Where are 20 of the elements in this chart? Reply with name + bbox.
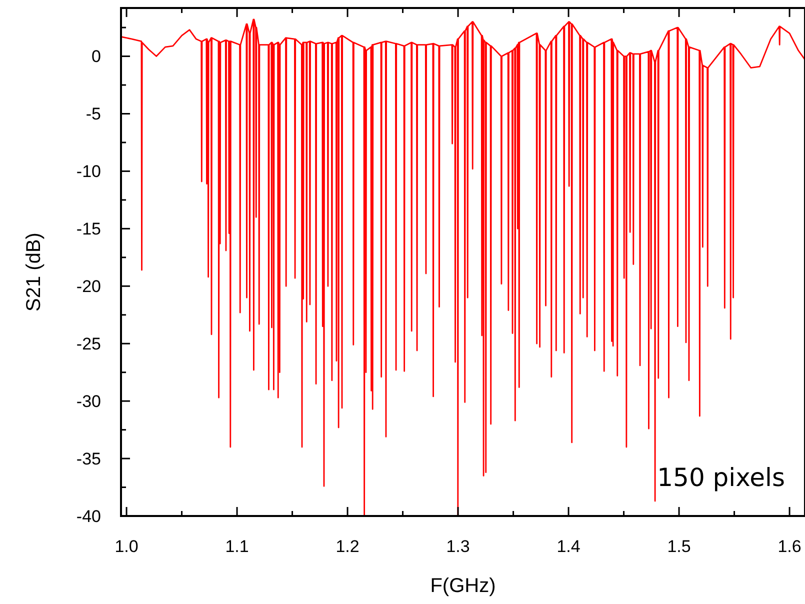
y-tick-label: -30 (76, 392, 101, 412)
x-axis-title: F(GHz) (430, 575, 496, 597)
line-series (121, 18, 805, 516)
y-axis-title: S21 (dB) (23, 232, 45, 312)
x-tick-label: 1.6 (778, 537, 802, 556)
x-tick-label: 1.2 (336, 537, 360, 556)
y-tick-label: -25 (76, 334, 101, 354)
y-tick-label: -40 (76, 506, 101, 526)
y-tick-label: 0 (92, 47, 101, 66)
x-tick-label: 1.0 (114, 537, 138, 556)
x-tick-label: 1.4 (556, 537, 580, 556)
y-tick-label: -10 (76, 162, 101, 182)
y-tick-label: -15 (76, 220, 101, 239)
x-tick-label: 1.1 (225, 537, 249, 556)
y-tick-label: -5 (86, 104, 101, 124)
x-tick-label: 1.5 (667, 537, 691, 556)
y-tick-label: -35 (76, 449, 101, 468)
annotation: 150 pixels (657, 463, 785, 492)
y-tick-label: -20 (76, 277, 101, 296)
x-tick-label: 1.3 (446, 537, 470, 556)
